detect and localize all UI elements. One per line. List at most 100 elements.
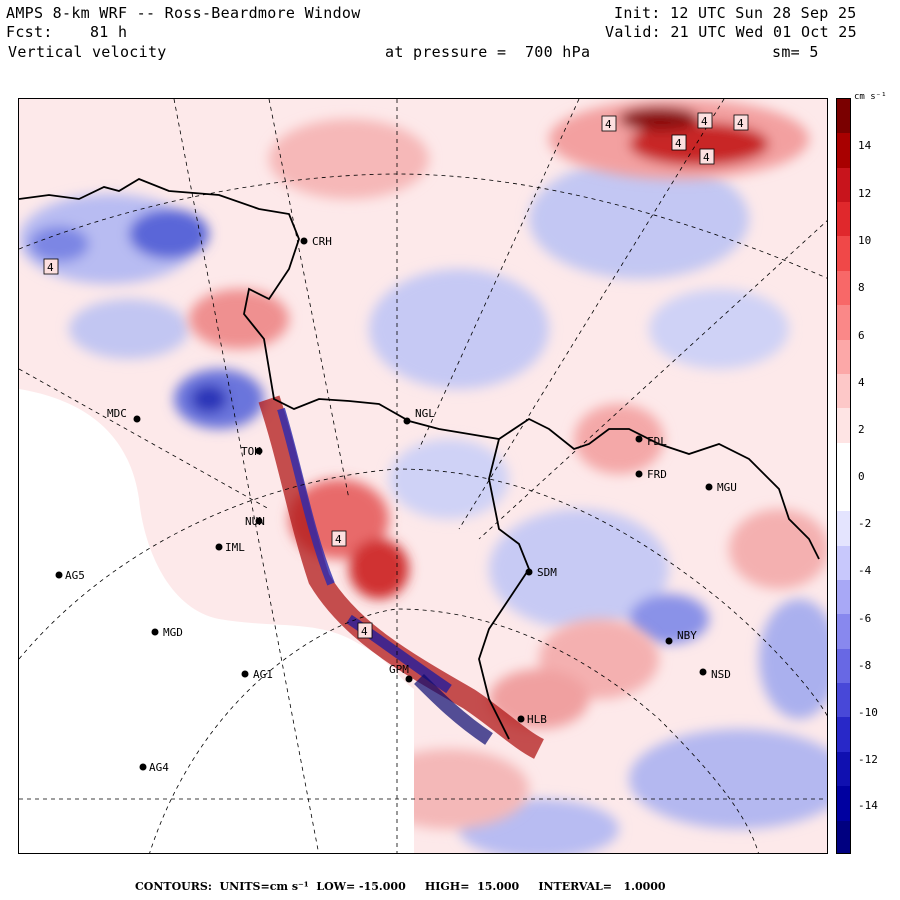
- station-marker: [139, 763, 147, 771]
- extrema-box: [357, 622, 373, 639]
- colorbar-segment: [837, 270, 850, 306]
- extrema-box: [43, 258, 59, 275]
- colorbar-tick-label: -8: [858, 659, 872, 672]
- colorbar-segment: [837, 751, 850, 787]
- station-label: CRH: [312, 235, 332, 248]
- extrema-label: 4: [335, 533, 342, 546]
- colorbar-tick-label: 10: [858, 234, 872, 247]
- colorbar-segment: [837, 648, 850, 684]
- station-marker: [215, 543, 223, 551]
- station-label: NGL: [415, 407, 435, 420]
- map-title: AMPS 8-km WRF -- Ross-Beardmore Window: [6, 4, 361, 22]
- extrema-label: 4: [737, 117, 744, 130]
- colorbar-tick-label: -10: [858, 706, 878, 719]
- colorbar-segment: [837, 820, 850, 853]
- smoothing-value: sm= 5: [772, 43, 819, 61]
- station-marker: [151, 628, 159, 636]
- colorbar-segment: [837, 545, 850, 581]
- colorbar-segment: [837, 167, 850, 203]
- extrema-label: 4: [361, 625, 368, 638]
- station-marker: [665, 637, 673, 645]
- colorbar-segment: [837, 786, 850, 821]
- coastline: [19, 177, 820, 740]
- variable-name: Vertical velocity: [8, 43, 167, 61]
- colorbar-segment: [837, 408, 850, 443]
- colorbar-segment: [837, 202, 850, 237]
- colorbar-tick-label: 2: [858, 423, 865, 436]
- colorbar-segment: [837, 373, 850, 409]
- colorbar-segment: [837, 476, 850, 512]
- colorbar-tick-label: -4: [858, 564, 872, 577]
- station-label: TOK: [241, 445, 261, 458]
- extrema-box: [601, 115, 617, 132]
- colorbar-segment: [837, 442, 850, 477]
- colorbar-segment: [837, 717, 850, 752]
- colorbar-segment: [837, 683, 850, 718]
- extrema-label: 4: [701, 115, 708, 128]
- colorbar-tick-label: 12: [858, 187, 872, 200]
- station-label: MGD: [163, 626, 183, 639]
- colorbar-tick-label: 14: [858, 139, 872, 152]
- station-marker: [705, 483, 713, 491]
- colorbar: [836, 98, 851, 854]
- extrema-label: 4: [47, 261, 54, 274]
- colorbar-segment: [837, 511, 850, 546]
- station-layer: MDC NGL FDL FRD MGU SDM IML AG5 MGD AG1 AG4 NBY NSD H…: [55, 235, 737, 774]
- station-marker: [635, 470, 643, 478]
- pressure-level: at pressure = 700 hPa: [385, 43, 591, 61]
- station-marker: [133, 415, 141, 423]
- station-label: NUN: [245, 515, 265, 528]
- station-marker: [635, 435, 643, 443]
- colorbar-tick-label: -14: [858, 799, 878, 812]
- colorbar-segment: [837, 305, 850, 340]
- station-marker: [699, 668, 707, 676]
- map-panel[interactable]: MDC NGL FDL FRD MGU SDM IML AG5 MGD AG1 AG4 NBY NSD H…: [18, 98, 828, 854]
- station-label: SDM: [537, 566, 557, 579]
- colorbar-tick-label: 8: [858, 281, 865, 294]
- extrema-layer: 4 4 4 4 4 4 4 4: [43, 112, 749, 639]
- station-label: AG5: [65, 569, 85, 582]
- colorbar-tick-label: 6: [858, 329, 865, 342]
- colorbar-segment: [837, 614, 850, 649]
- station-label: AG1: [253, 668, 273, 681]
- negative-velocity-field: [19, 159, 827, 853]
- colorbar-tick-label: -2: [858, 517, 872, 530]
- colorbar-segment: [837, 236, 850, 271]
- station-label: FRD: [647, 468, 667, 481]
- colorbar-segment: [837, 99, 850, 134]
- colorbar-segment: [837, 580, 850, 615]
- station-marker: [255, 517, 263, 525]
- extrema-box: [671, 134, 687, 151]
- station-label: IML: [225, 541, 245, 554]
- station-marker: [255, 447, 263, 455]
- extrema-box: [697, 112, 713, 129]
- station-marker: [405, 675, 413, 683]
- station-label: MGU: [717, 481, 737, 494]
- colorbar-segment: [837, 133, 850, 168]
- station-marker: [403, 417, 411, 425]
- colorbar-tick-label: 4: [858, 376, 865, 389]
- colorbar-unit: cm s⁻¹: [854, 92, 887, 102]
- forecast-hour: Fcst: 81 h: [6, 23, 128, 41]
- extrema-box: [733, 114, 749, 131]
- station-marker: [241, 670, 249, 678]
- colorbar-segment: [837, 339, 850, 374]
- extrema-box: [699, 148, 715, 165]
- station-label: NBY: [677, 629, 697, 642]
- init-time: Init: 12 UTC Sun 28 Sep 25: [614, 4, 857, 22]
- colorbar-tick-label: 0: [858, 470, 865, 483]
- map-canvas: MDC NGL FDL FRD MGU SDM IML AG5 MGD AG1 AG4 NBY NSD H…: [19, 99, 827, 853]
- valid-time: Valid: 21 UTC Wed 01 Oct 25: [605, 23, 857, 41]
- extrema-box: [331, 530, 347, 547]
- station-marker: [55, 571, 63, 579]
- station-label: AG4: [149, 761, 169, 774]
- station-label: NSD: [711, 668, 731, 681]
- extrema-label: 4: [605, 118, 612, 131]
- plateau-nodata: [19, 389, 414, 853]
- colorbar-tick-label: -12: [858, 753, 878, 766]
- station-label: FDL: [647, 435, 667, 448]
- station-marker: [300, 237, 308, 245]
- station-label: MDC: [107, 407, 127, 420]
- station-marker: [525, 568, 533, 576]
- contour-info: CONTOURS: UNITS=cm s⁻¹ LOW= -15.000 HIGH…: [135, 880, 666, 893]
